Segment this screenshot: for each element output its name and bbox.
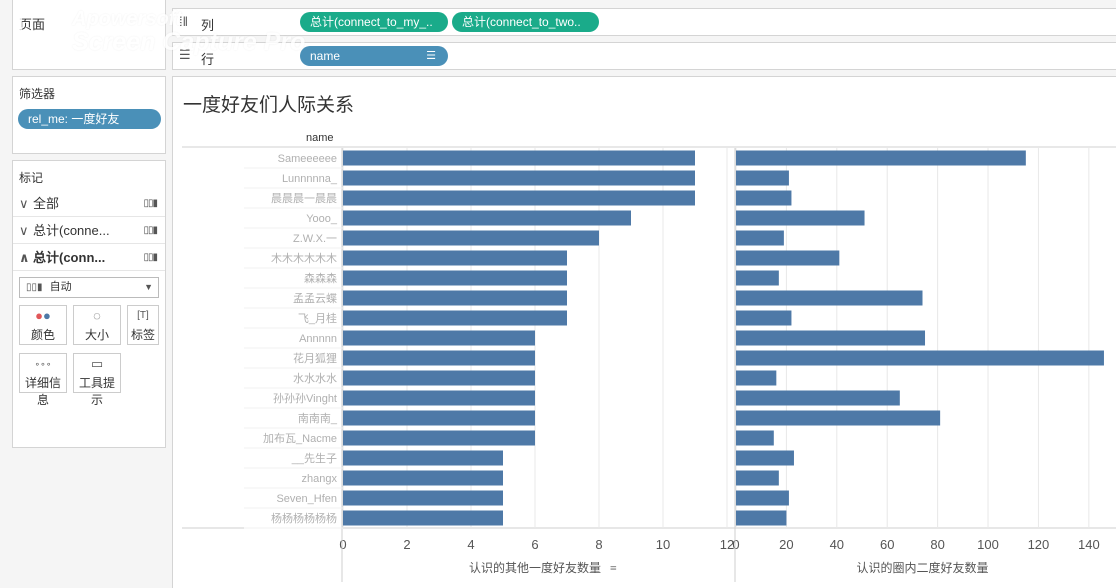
row-label: 孙孙孙Vinght <box>273 392 337 405</box>
bar <box>343 171 695 186</box>
bar <box>343 151 695 166</box>
row-label: Sameeeeee <box>278 153 337 165</box>
bar <box>736 211 865 226</box>
bar <box>736 311 791 326</box>
bar <box>736 511 786 526</box>
bar <box>343 211 631 226</box>
bar <box>343 511 503 526</box>
sort-descending-icon: ≡ <box>610 561 617 575</box>
x-tick-label: 80 <box>930 537 944 552</box>
row-label: 孟孟云蝶 <box>293 291 337 305</box>
x-tick-label: 40 <box>830 537 844 552</box>
row-label: Yooo_ <box>306 213 338 225</box>
x-tick-label: 120 <box>1028 537 1050 552</box>
bar <box>343 271 567 286</box>
bar <box>343 391 535 406</box>
bar <box>343 191 695 206</box>
bar <box>736 171 789 186</box>
row-label: Z.W.X.一 <box>293 233 337 245</box>
bar <box>736 291 923 306</box>
bar <box>343 251 567 266</box>
bar <box>343 471 503 486</box>
bar <box>736 331 925 346</box>
bar <box>736 411 940 426</box>
row-label: 木木木木木木 <box>271 252 337 265</box>
bar <box>343 231 599 246</box>
bar <box>343 451 503 466</box>
row-label: 杨杨杨杨杨杨 <box>271 511 337 525</box>
x-tick-label: 4 <box>467 537 474 552</box>
x-axis-title: 认识的圈内二度好友数量 <box>856 560 988 575</box>
bar <box>343 331 535 346</box>
row-label: Annnnn <box>299 333 337 345</box>
x-tick-label: 60 <box>880 537 894 552</box>
bar <box>343 431 535 446</box>
x-tick-label: 140 <box>1078 537 1100 552</box>
x-tick-label: 6 <box>531 537 538 552</box>
bar <box>736 491 789 506</box>
x-axis-title: 认识的其他一度好友数量 <box>469 560 601 575</box>
bar <box>736 151 1026 166</box>
bar <box>343 311 567 326</box>
row-label: __先生子 <box>291 451 337 465</box>
bar <box>736 471 779 486</box>
bar <box>343 291 567 306</box>
bar <box>343 371 535 386</box>
x-tick-label: 100 <box>977 537 999 552</box>
bar <box>736 371 776 386</box>
row-label: 南南南_ <box>298 412 338 425</box>
row-label: zhangx <box>302 473 338 485</box>
bar <box>343 411 535 426</box>
bar <box>736 451 794 466</box>
bar <box>343 491 503 506</box>
bar <box>736 391 900 406</box>
row-label: Seven_Hfen <box>276 493 337 505</box>
x-tick-label: 0 <box>732 537 739 552</box>
row-label: 晨晨晨一晨晨 <box>271 192 337 205</box>
x-tick-label: 20 <box>779 537 793 552</box>
x-tick-label: 2 <box>403 537 410 552</box>
x-tick-label: 0 <box>339 537 346 552</box>
row-label: 加布瓦_Nacme <box>263 432 337 445</box>
row-label: 水水水水 <box>293 372 337 385</box>
row-label: Lunnnnna_ <box>282 173 338 185</box>
bar <box>343 351 535 366</box>
x-tick-label: 8 <box>595 537 602 552</box>
bar <box>736 351 1104 366</box>
x-tick-label: 10 <box>656 537 670 552</box>
bar <box>736 251 839 266</box>
row-label: 森森森 <box>304 271 337 285</box>
row-label: 花月狐狸 <box>293 351 337 365</box>
bar <box>736 431 774 446</box>
bar <box>736 231 784 246</box>
bar <box>736 191 791 206</box>
row-label: 飞_月桂 <box>298 311 337 325</box>
bar <box>736 271 779 286</box>
